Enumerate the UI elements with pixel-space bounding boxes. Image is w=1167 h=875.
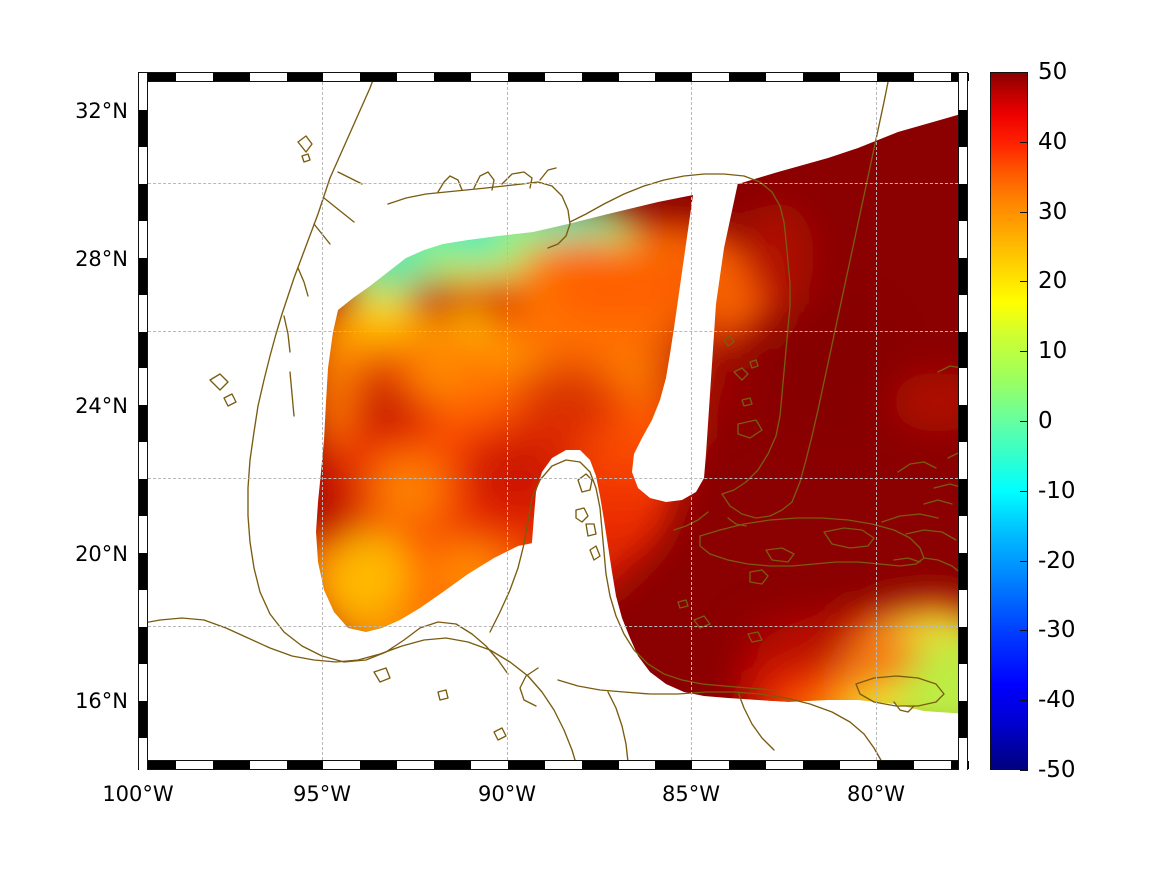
colorbar-tick-40 bbox=[1020, 141, 1028, 143]
xtick-label-85w: 85°W bbox=[662, 782, 720, 806]
colorbar-tick-neg50 bbox=[1020, 770, 1028, 771]
colorbar-label-neg10: -10 bbox=[1038, 477, 1076, 504]
xtick-label-90w: 90°W bbox=[478, 782, 536, 806]
ytick-label-16n: 16°N bbox=[75, 689, 128, 713]
colorbar-tick-50 bbox=[1020, 72, 1028, 73]
colorbar-tick-30 bbox=[1020, 211, 1028, 213]
colorbar-tick-neg20 bbox=[1020, 560, 1028, 562]
colorbar-label-neg30: -30 bbox=[1038, 617, 1076, 644]
colorbar-label-40: 40 bbox=[1038, 128, 1068, 155]
colorbar[interactable]: 50 40 30 20 10 0 -10 -20 -30 -40 -50 bbox=[990, 59, 1076, 783]
colorbar-tick-10 bbox=[1020, 351, 1028, 353]
colorbar-tick-20 bbox=[1020, 281, 1028, 283]
colorbar-label-neg50: -50 bbox=[1038, 757, 1076, 783]
ytick-label-24n: 24°N bbox=[75, 394, 128, 418]
colorbar-tick-neg10 bbox=[1020, 490, 1028, 492]
colorbar-label-0: 0 bbox=[1038, 408, 1053, 434]
colorbar-label-neg20: -20 bbox=[1038, 547, 1076, 574]
map-axes[interactable] bbox=[138, 72, 968, 770]
colorbar-label-10: 10 bbox=[1038, 338, 1068, 365]
colorbar-tick-neg40 bbox=[1020, 700, 1028, 702]
data-raster-layer bbox=[138, 72, 968, 770]
ytick-label-28n: 28°N bbox=[75, 247, 128, 271]
colorbar-tick-0 bbox=[1020, 421, 1028, 422]
colorbar-label-30: 30 bbox=[1038, 198, 1068, 225]
xtick-label-80w: 80°W bbox=[847, 782, 905, 806]
colorbar-tick-neg30 bbox=[1020, 630, 1028, 632]
ytick-label-20n: 20°N bbox=[75, 542, 128, 566]
ytick-label-32n: 32°N bbox=[75, 99, 128, 123]
colorbar-label-neg40: -40 bbox=[1038, 687, 1076, 714]
colorbar-label-50: 50 bbox=[1038, 59, 1068, 85]
colorbar-label-20: 20 bbox=[1038, 268, 1068, 295]
xtick-label-95w: 95°W bbox=[293, 782, 351, 806]
xtick-label-100w: 100°W bbox=[102, 782, 174, 806]
